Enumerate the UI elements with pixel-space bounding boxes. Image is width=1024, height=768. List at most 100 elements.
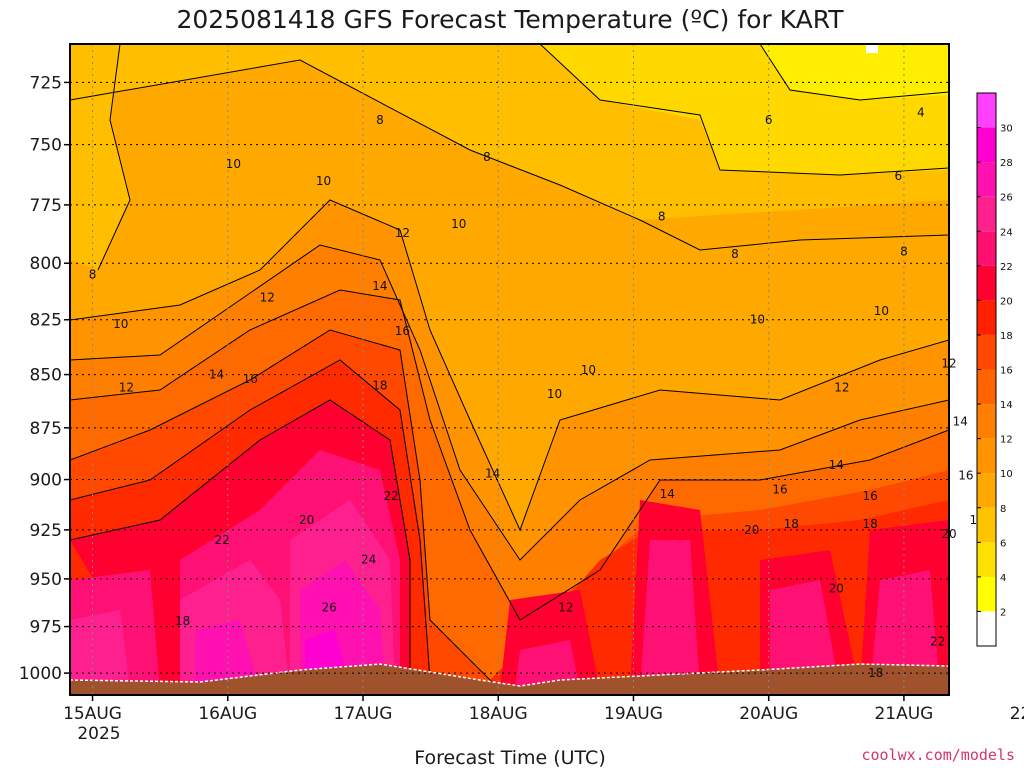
y-tick-label: 950 (30, 570, 62, 590)
contour-label: 16 (395, 324, 410, 338)
colorbar-swatch (977, 265, 996, 301)
colorbar-label: 8 (1000, 504, 1006, 515)
x-tick-label: 20AUG (739, 704, 798, 724)
contour-line-20 (70, 399, 411, 690)
colorbar-swatch (977, 334, 996, 370)
y-tick-label: 1000 (19, 664, 62, 684)
colorbar-swatch (977, 576, 996, 612)
contour-labels: 8 10 12 10 14 16 12 22 20 18 10 8 12 14 16 18 22 24 26 10 8 1… (89, 106, 985, 681)
contour-label: 18 (862, 517, 877, 531)
y-tick-label: 725 (30, 73, 62, 93)
contour-label: 8 (731, 247, 739, 261)
y-tick-label: 825 (30, 311, 62, 331)
x-tick-label: 21AUG (874, 704, 933, 724)
contour-label: 8 (900, 245, 908, 259)
colorbar-swatch (977, 300, 996, 335)
contour-label: 8 (483, 150, 491, 164)
contour-label: 6 (765, 113, 773, 127)
colorbar-label: 30 (1000, 124, 1013, 135)
colorbar-swatch (977, 231, 996, 266)
x-axis: 15AUG 16AUG 17AUG 18AUG 19AUG 20AUG 21AUG 22AUG (63, 695, 1024, 724)
y-tick-label: 975 (30, 618, 62, 638)
y-tick-label: 875 (30, 419, 62, 439)
contour-label: 14 (485, 466, 500, 480)
contour-label: 14 (209, 368, 224, 382)
contour-label: 4 (917, 106, 925, 120)
contour-label: 12 (260, 290, 275, 304)
x-tick-label: 18AUG (469, 704, 528, 724)
contour-label: 22 (930, 635, 945, 649)
gridlines (70, 44, 949, 695)
contour-label: 8 (376, 113, 384, 127)
plot-frame (69, 43, 950, 696)
contour-label: 14 (660, 487, 675, 501)
y-tick-label: 800 (30, 254, 62, 274)
colorbar-label: 14 (1000, 400, 1013, 411)
plot-area (70, 44, 949, 695)
contour-label: 10 (581, 363, 596, 377)
x-tick-label: 19AUG (604, 704, 663, 724)
contour-label: 10 (750, 313, 765, 327)
colorbar-label: 18 (1000, 331, 1013, 342)
contour-label: 12 (558, 601, 573, 615)
contour-line-16 (70, 329, 501, 691)
x-axis-title: Forecast Time (UTC) (414, 747, 605, 768)
colorbar-label: 24 (1000, 227, 1013, 238)
colorbar-swatch (977, 507, 996, 543)
contour-label: 22 (214, 533, 229, 547)
x-tick-label: 22AUG (1010, 704, 1024, 724)
contour-label: 16 (243, 372, 258, 386)
colorbar-label: 12 (1000, 435, 1013, 446)
contour-label: 22 (384, 489, 399, 503)
colorbar-label: 22 (1000, 262, 1013, 273)
colorbar-label: 10 (1000, 469, 1013, 480)
contour-label: 14 (829, 458, 844, 472)
contour-label: 10 (113, 317, 128, 331)
contour-label: 26 (322, 601, 337, 615)
y-tick-label: 850 (30, 366, 62, 386)
contour-label: 16 (772, 483, 787, 497)
white-patch (866, 44, 878, 53)
contour-label: 18 (175, 614, 190, 628)
y-tick-label: 925 (30, 521, 62, 541)
x-tick-label: 16AUG (198, 704, 257, 724)
colorbar-swatch (977, 473, 996, 508)
y-tick-label: 900 (30, 471, 62, 491)
colorbar-label: 16 (1000, 366, 1013, 377)
contour-label: 18 (868, 666, 883, 680)
contour-line-8 (70, 59, 949, 251)
colorbar-swatch (977, 611, 996, 646)
colorbar-label: 20 (1000, 296, 1013, 307)
contour-label: 16 (862, 489, 877, 503)
colorbar-swatch (977, 162, 996, 197)
colorbar-swatch (977, 93, 996, 128)
colorbar-label: 4 (1000, 573, 1006, 584)
colorbar-label: 28 (1000, 158, 1013, 169)
contour-line-12 (70, 244, 949, 561)
contour-label: 20 (829, 582, 844, 596)
colorbar-swatch (977, 127, 996, 163)
contour-label: 6 (894, 169, 902, 183)
x-tick-label: 17AUG (334, 704, 393, 724)
contour-label: 20 (299, 513, 314, 527)
contour-label: 12 (119, 380, 134, 394)
y-tick-label: 775 (30, 196, 62, 216)
y-tick-label: 750 (30, 136, 62, 156)
contour-label: 16 (958, 468, 973, 482)
contour-label: 18 (372, 378, 387, 392)
colorbar-swatch (977, 196, 996, 232)
x-axis-year-label: 2025 (77, 724, 120, 744)
contour-label: 10 (451, 217, 466, 231)
contour-label: 10 (226, 157, 241, 171)
chart-title: 2025081418 GFS Forecast Temperature (ºC)… (176, 5, 844, 34)
contour-label: 14 (953, 415, 968, 429)
contour-line-10 (70, 199, 949, 532)
contour-label: 10 (547, 387, 562, 401)
colorbar-swatch (977, 542, 996, 577)
x-tick-label: 15AUG (63, 704, 122, 724)
contour-label: 18 (784, 517, 799, 531)
credit-text: coolwx.com/models (861, 746, 1015, 764)
colorbar-swatch (977, 369, 996, 405)
